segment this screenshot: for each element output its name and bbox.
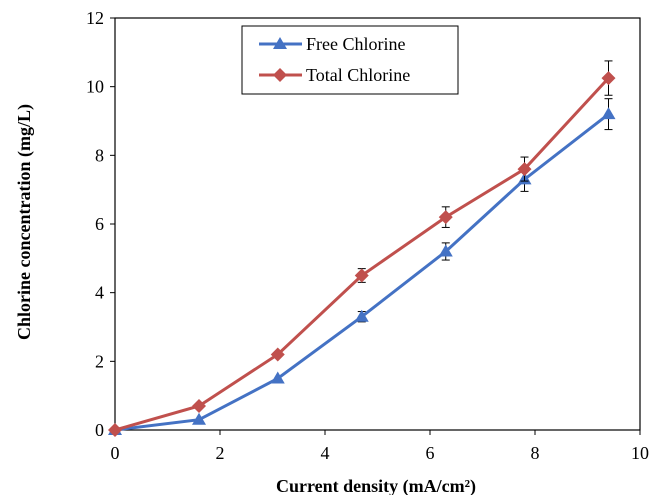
data-point xyxy=(354,268,369,283)
data-point xyxy=(192,398,206,413)
y-tick-label: 8 xyxy=(95,145,104,165)
data-point xyxy=(517,162,532,177)
data-point xyxy=(192,412,206,425)
y-tick-label: 10 xyxy=(86,77,104,97)
data-point xyxy=(601,107,616,120)
series-0 xyxy=(108,98,616,435)
x-tick-label: 10 xyxy=(631,443,649,463)
data-point xyxy=(438,210,453,225)
legend-marker xyxy=(273,68,287,82)
y-tick-label: 12 xyxy=(86,8,104,28)
x-tick-label: 0 xyxy=(111,443,120,463)
legend-label: Total Chlorine xyxy=(306,65,410,85)
y-axis-ticks: 0 2 4 6 8 10 12 xyxy=(86,8,115,440)
legend-item: Total Chlorine xyxy=(259,65,410,85)
data-point xyxy=(354,309,369,322)
legend: Free Chlorine Total Chlorine xyxy=(241,25,459,95)
legend-label: Free Chlorine xyxy=(306,34,405,54)
x-tick-label: 2 xyxy=(216,443,225,463)
data-point xyxy=(601,71,616,86)
data-point xyxy=(438,244,453,257)
y-tick-label: 4 xyxy=(95,283,104,303)
y-axis-title: Chlorine concentration (mg/L) xyxy=(14,104,35,340)
series-line xyxy=(114,77,610,432)
data-point xyxy=(270,371,285,384)
y-tick-label: 0 xyxy=(95,420,104,440)
series-1 xyxy=(108,60,616,437)
legend-marker xyxy=(273,37,287,49)
data-point xyxy=(108,423,122,437)
legend-box xyxy=(241,25,459,95)
y-tick-label: 2 xyxy=(95,351,104,371)
y-tick-label: 6 xyxy=(95,214,104,234)
x-tick-label: 4 xyxy=(321,443,330,463)
x-axis-title: Current density (mA/cm²) xyxy=(276,476,476,495)
legend-item: Free Chlorine xyxy=(259,34,405,54)
x-tick-label: 6 xyxy=(426,443,435,463)
x-axis-ticks: 0 2 4 6 8 10 xyxy=(111,430,649,463)
data-point xyxy=(270,347,285,362)
series-layer xyxy=(108,60,616,437)
x-tick-label: 8 xyxy=(531,443,540,463)
